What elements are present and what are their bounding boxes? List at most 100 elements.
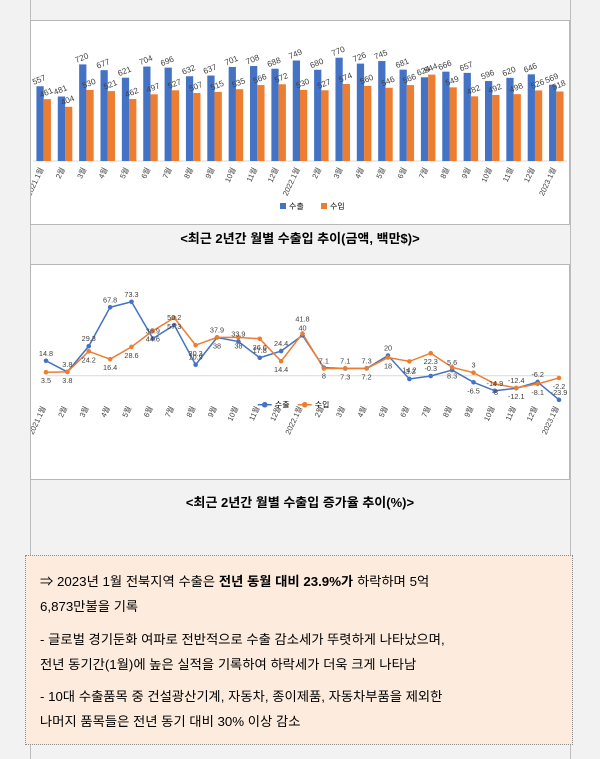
svg-text:24.4: 24.4: [274, 339, 288, 348]
svg-text:2021.1월: 2021.1월: [31, 166, 45, 197]
svg-text:557: 557: [31, 73, 47, 87]
svg-text:677: 677: [95, 57, 111, 71]
svg-text:8월: 8월: [182, 166, 195, 180]
svg-text:-12.4: -12.4: [508, 376, 525, 385]
svg-text:3.5: 3.5: [41, 376, 51, 385]
svg-text:6월: 6월: [396, 166, 409, 180]
svg-text:67.8: 67.8: [103, 295, 117, 304]
svg-text:24.2: 24.2: [82, 355, 96, 364]
svg-text:680: 680: [309, 57, 325, 71]
svg-text:3월: 3월: [75, 166, 88, 180]
svg-text:4월: 4월: [97, 166, 110, 180]
svg-text:5.6: 5.6: [447, 358, 457, 367]
svg-text:8월: 8월: [441, 405, 454, 419]
svg-text:7월: 7월: [161, 166, 174, 180]
svg-text:수출: 수출: [275, 401, 290, 410]
svg-text:8월: 8월: [185, 405, 198, 419]
svg-text:4월: 4월: [356, 405, 369, 419]
svg-text:57.3: 57.3: [167, 322, 181, 331]
svg-text:22.3: 22.3: [424, 357, 438, 366]
svg-text:5월: 5월: [374, 166, 387, 180]
svg-text:596: 596: [480, 68, 496, 82]
svg-text:6월: 6월: [139, 166, 152, 180]
svg-text:10월: 10월: [482, 405, 497, 423]
svg-text:5월: 5월: [377, 405, 390, 419]
svg-text:12월: 12월: [522, 166, 537, 184]
svg-text:688: 688: [266, 55, 282, 69]
svg-text:9월: 9월: [462, 405, 475, 419]
svg-text:37.9: 37.9: [210, 325, 224, 334]
svg-text:749: 749: [287, 47, 303, 61]
svg-text:3: 3: [471, 361, 475, 370]
svg-text:41.8: 41.8: [295, 315, 309, 324]
svg-text:3월: 3월: [332, 166, 345, 180]
svg-text:2월: 2월: [56, 405, 69, 419]
svg-text:73.3: 73.3: [124, 290, 138, 299]
svg-text:657: 657: [458, 60, 474, 74]
svg-text:681: 681: [394, 56, 410, 70]
svg-text:11월: 11월: [501, 166, 515, 183]
svg-text:29.3: 29.3: [82, 334, 96, 343]
svg-text:481: 481: [52, 83, 68, 97]
svg-text:3월: 3월: [78, 405, 91, 419]
svg-text:8.3: 8.3: [447, 371, 457, 380]
svg-text:2022.1월: 2022.1월: [281, 166, 302, 197]
svg-text:2023.1월: 2023.1월: [537, 166, 558, 197]
svg-text:404: 404: [60, 94, 76, 108]
svg-text:632: 632: [181, 63, 197, 77]
svg-text:44.6: 44.6: [146, 335, 160, 344]
svg-text:-8.1: -8.1: [531, 388, 544, 397]
svg-text:6월: 6월: [398, 405, 411, 419]
svg-text:4월: 4월: [99, 405, 112, 419]
svg-text:36.6: 36.6: [253, 343, 267, 352]
svg-text:수입: 수입: [315, 401, 330, 410]
svg-text:726: 726: [351, 50, 367, 64]
svg-text:2월: 2월: [54, 166, 67, 180]
svg-text:11월: 11월: [247, 405, 261, 422]
svg-text:-2.2: -2.2: [553, 382, 566, 391]
svg-text:7.3: 7.3: [362, 356, 372, 365]
svg-text:수출: 수출: [289, 202, 304, 211]
svg-text:6월: 6월: [142, 405, 155, 419]
svg-text:7.2: 7.2: [362, 372, 372, 381]
svg-text:50.2: 50.2: [167, 313, 181, 322]
svg-text:720: 720: [74, 51, 90, 65]
svg-text:10월: 10월: [223, 166, 238, 184]
svg-text:30.3: 30.3: [189, 349, 203, 358]
svg-text:-8: -8: [492, 388, 499, 397]
svg-text:5월: 5월: [118, 166, 131, 180]
svg-text:11월: 11월: [504, 405, 518, 422]
svg-text:7.1: 7.1: [340, 357, 350, 366]
svg-text:7월: 7월: [417, 166, 430, 180]
svg-text:-12.1: -12.1: [508, 392, 525, 401]
svg-text:9월: 9월: [206, 405, 219, 419]
svg-text:666: 666: [437, 58, 453, 72]
svg-text:10월: 10월: [479, 166, 494, 184]
svg-text:수입: 수입: [330, 202, 345, 211]
svg-text:9월: 9월: [203, 166, 216, 180]
svg-text:16.4: 16.4: [103, 363, 117, 372]
svg-text:-6.2: -6.2: [531, 370, 544, 379]
svg-text:11월: 11월: [245, 166, 259, 183]
svg-text:14.4: 14.4: [274, 365, 288, 374]
svg-text:4월: 4월: [353, 166, 366, 180]
svg-text:20: 20: [384, 344, 392, 353]
svg-text:7월: 7월: [420, 405, 433, 419]
svg-text:38: 38: [213, 341, 221, 350]
svg-text:2023.1월: 2023.1월: [540, 405, 561, 436]
svg-text:5월: 5월: [120, 405, 133, 419]
svg-text:10월: 10월: [226, 405, 241, 423]
svg-text:745: 745: [373, 48, 389, 62]
svg-text:701: 701: [223, 54, 239, 68]
svg-text:38: 38: [234, 341, 242, 350]
svg-text:33.9: 33.9: [231, 330, 245, 339]
svg-text:7.3: 7.3: [340, 372, 350, 381]
svg-text:-14.9: -14.9: [487, 379, 504, 388]
svg-text:14.8: 14.8: [39, 349, 53, 358]
svg-text:12월: 12월: [266, 166, 281, 184]
svg-text:14.2: 14.2: [402, 365, 416, 374]
svg-text:28.6: 28.6: [124, 351, 138, 360]
svg-text:704: 704: [138, 53, 154, 67]
svg-text:-6.5: -6.5: [467, 386, 480, 395]
svg-text:2월: 2월: [310, 166, 323, 180]
